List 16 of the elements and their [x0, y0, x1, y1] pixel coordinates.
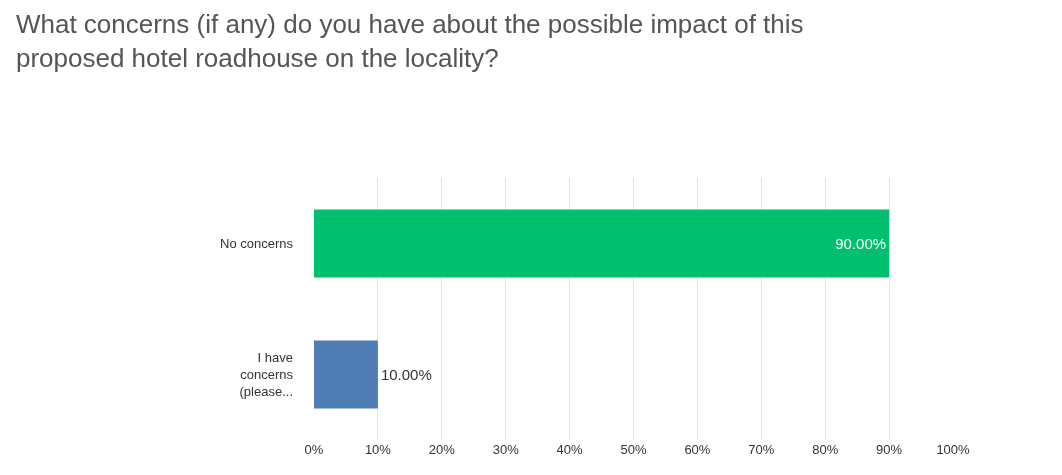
y-tick-label: No concerns	[220, 236, 294, 252]
x-tick-label: 0%	[304, 442, 324, 457]
x-tick-label: 20%	[428, 442, 456, 457]
x-tick-label: 50%	[620, 442, 647, 457]
y-tick-label: I have concerns (please...	[239, 350, 294, 399]
data-label: 10.00%	[380, 366, 432, 383]
x-tick-label: 30%	[492, 442, 520, 457]
x-tick-label: 10%	[364, 442, 392, 457]
chart-title: What concerns (if any) do you have about the possible impact of this proposed hotel roadhouse on the locality?	[15, 9, 804, 74]
data-label: 90.00%	[835, 235, 887, 252]
x-tick-label: 90%	[876, 442, 903, 457]
x-tick-label: 80%	[812, 442, 839, 457]
x-tick-label: 60%	[684, 442, 711, 457]
x-tick-label: 70%	[748, 442, 775, 457]
x-tick-label: 100%	[936, 442, 971, 457]
x-tick-label: 40%	[556, 442, 584, 457]
